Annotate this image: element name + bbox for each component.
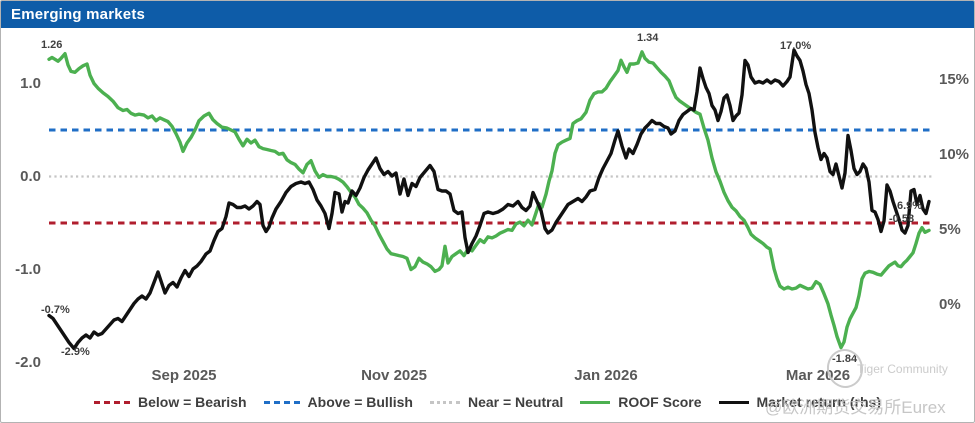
legend-item-roof-score: ROOF Score (580, 394, 702, 410)
legend-swatch-dotted (429, 400, 460, 404)
legend-label: Near = Neutral (467, 394, 564, 410)
point-label--1.84: -1.84 (832, 353, 858, 365)
point-label-1.34: 1.34 (637, 32, 659, 44)
point-label-6.9%: 6.9% (897, 200, 923, 212)
right-axis-tick-10%: 10% (939, 146, 970, 163)
legend-swatch-dashed (263, 400, 300, 404)
left-axis-tick--1.0: -1.0 (15, 260, 41, 278)
chart-legend: Below = Bearish Above = Bullish Near = Neu… (1, 394, 974, 410)
legend-label: Below = Bearish (137, 394, 247, 410)
legend-swatch-dashed (93, 400, 130, 404)
legend-item-near-neutral: Near = Neutral (429, 394, 564, 410)
chart-title: Emerging markets (11, 6, 146, 23)
point-label-1.26: 1.26 (41, 39, 63, 51)
right-axis-tick-15%: 15% (939, 71, 970, 88)
point-label--2.9%: -2.9% (61, 346, 90, 358)
left-axis-tick-0.0: 0.0 (20, 167, 41, 185)
legend-label: ROOF Score (618, 394, 702, 410)
legend-item-above-bullish: Above = Bullish (263, 394, 413, 410)
right-axis-tick-0%: 0% (939, 296, 961, 313)
legend-item-market-return-rhs-: Market return (rhs) (718, 394, 881, 410)
roof-score-line (47, 50, 931, 350)
tiger-community-watermark: Tiger Community (857, 362, 948, 376)
chart-header: Emerging markets (1, 1, 974, 28)
x-axis-label-sep-2025: Sep 2025 (151, 367, 217, 384)
point-label--0.58: -0.58 (889, 213, 915, 225)
point-label-17.0%: 17.0% (780, 40, 812, 52)
x-axis-label-nov-2025: Nov 2025 (361, 367, 427, 384)
legend-item-below-bearish: Below = Bearish (93, 394, 247, 410)
legend-label: Above = Bullish (307, 394, 413, 410)
left-axis-tick--2.0: -2.0 (15, 353, 41, 371)
right-axis-tick-5%: 5% (939, 221, 961, 238)
legend-swatch-solid (718, 400, 749, 404)
x-axis-label-jan-2026: Jan 2026 (574, 367, 638, 384)
legend-swatch-solid (580, 400, 611, 404)
legend-label: Market return (rhs) (756, 394, 881, 410)
market-return-line (47, 48, 931, 351)
eurex-exchange-watermark: @欧洲期货交易所Eurex (765, 398, 946, 417)
point-label--0.7%: -0.7% (41, 304, 70, 316)
left-axis-tick-1.0: 1.0 (20, 74, 41, 92)
x-axis-label-mar-2026: Mar 2026 (785, 367, 851, 384)
